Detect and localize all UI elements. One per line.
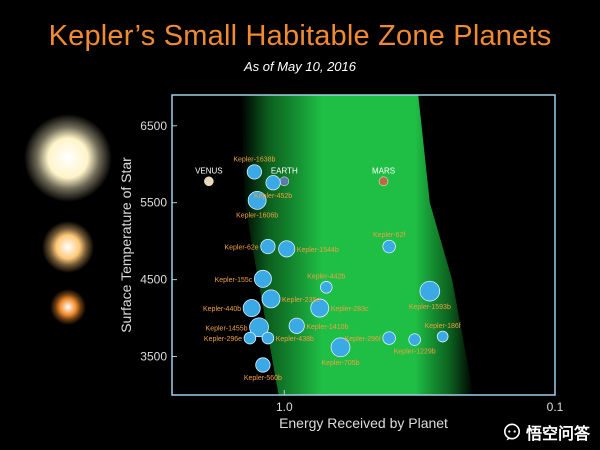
planet-label: Kepler-440b [203, 306, 241, 313]
chat-bubble-icon [503, 423, 520, 441]
planet-marker [436, 330, 449, 343]
planet-marker [320, 281, 333, 294]
reference-planet-label: MARS [372, 166, 395, 175]
y-tick-label: 3500 [140, 350, 167, 364]
star-medium-icon [42, 221, 94, 273]
planet-marker [249, 317, 269, 338]
planet-label: Kepler-283c [331, 306, 369, 313]
y-tick-label: 5500 [140, 196, 167, 210]
planet-label: Kepler-1455b [206, 325, 248, 332]
reference-planet-venus [204, 176, 214, 187]
planet-marker [243, 331, 257, 345]
planet-marker [253, 269, 272, 288]
y-axis-label: Surface Temperature of Star [118, 157, 134, 333]
planet-marker [288, 317, 305, 334]
planet-label: Kepler-62e [224, 245, 258, 252]
planet-label: Kepler-1544b [297, 247, 339, 254]
planet-marker [255, 357, 271, 373]
planet-marker [278, 240, 296, 258]
y-tick-label: 4500 [140, 273, 167, 287]
planet-marker [242, 299, 261, 318]
planet-marker [408, 333, 421, 346]
planet-label: Kepler-296e [204, 336, 242, 343]
star-large-icon [24, 114, 112, 202]
planet-label: Kepler-1638b [233, 157, 275, 164]
planet-marker [260, 238, 276, 255]
planet-marker [382, 239, 396, 254]
planet-label: Kepler-1593b [409, 304, 451, 311]
planet-label: Kepler-1410b [306, 324, 348, 331]
planet-marker [419, 280, 441, 302]
planet-marker [261, 331, 275, 345]
x-axis-label: Energy Received by Planet [279, 415, 448, 431]
planet-label: Kepler-62f [373, 232, 405, 239]
reference-planet-mars [378, 176, 389, 187]
planet-marker [330, 337, 351, 358]
planet-marker [247, 190, 267, 210]
planet-label: Kepler-186f [425, 323, 461, 330]
planet-label: Kepler-1606b [236, 212, 278, 219]
planet-marker [246, 164, 262, 180]
reference-planet-label: VENUS [195, 166, 223, 175]
planet-marker [265, 175, 281, 191]
planet-label: Kepler-442b [307, 273, 345, 280]
plot-frame [171, 94, 556, 396]
planet-marker [310, 298, 330, 318]
planet-label: Kepler-560b [244, 375, 282, 382]
planet-label: Kepler-452b [254, 193, 292, 200]
planet-label: Kepler-705b [321, 360, 359, 367]
planet-label: Kepler-155c [215, 277, 253, 284]
planet-label: Kepler-438b [276, 336, 314, 343]
watermark: 悟空问答 [503, 420, 590, 444]
x-tick-label: 0.1 [547, 400, 564, 414]
x-tick-label: 1.0 [276, 400, 293, 414]
planet-label: Kepler-235e [282, 297, 320, 304]
y-tick-label: 6500 [140, 119, 167, 133]
chart-title: Kepler’s Small Habitable Zone Planets [48, 20, 552, 52]
planet-label: Kepler-1229b [394, 348, 436, 355]
chart-subtitle: As of May 10, 2016 [243, 59, 356, 74]
planet-marker [261, 289, 281, 309]
star-small-icon [50, 289, 86, 325]
reference-planet-label: EARTH [271, 166, 298, 175]
watermark-text: 悟空问答 [525, 426, 590, 443]
reference-planet-earth [279, 176, 290, 187]
planet-marker [382, 331, 396, 345]
planet-label: Kepler-296f [345, 336, 381, 343]
